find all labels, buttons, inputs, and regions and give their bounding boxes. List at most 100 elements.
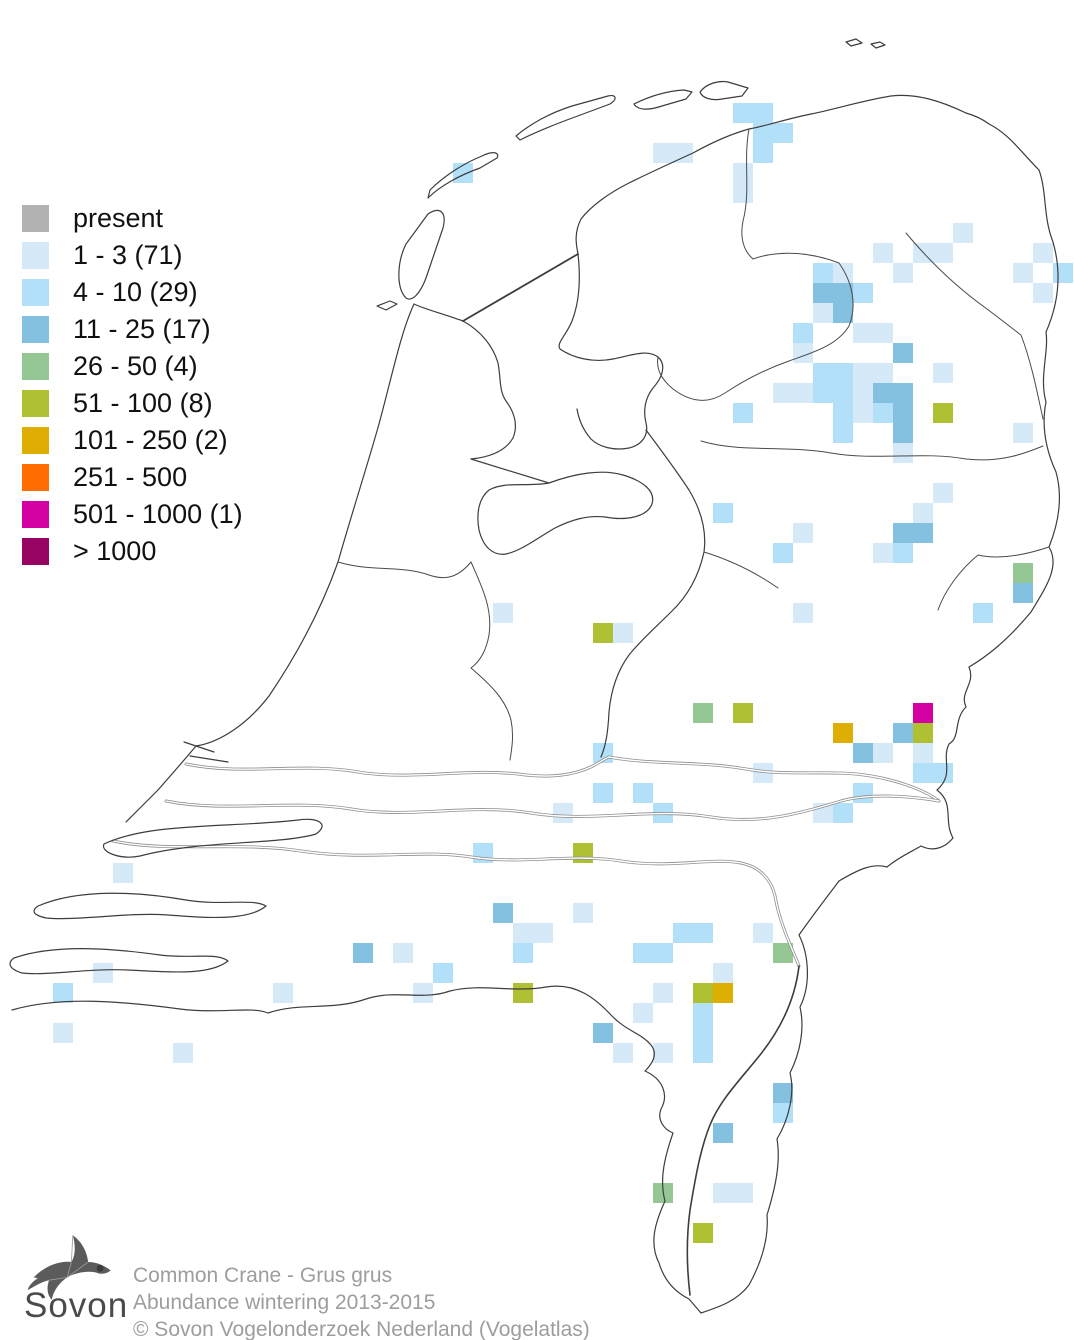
legend-item-c11_25: 11 - 25 (17) (22, 311, 243, 348)
abundance-cell (553, 803, 573, 823)
abundance-cell (933, 763, 953, 783)
legend-label: 501 - 1000 (1) (73, 499, 243, 529)
abundance-cell (853, 323, 873, 343)
abundance-cell (273, 983, 293, 1003)
abundance-cell (753, 923, 773, 943)
border-groningen-drenthe-east (905, 232, 1044, 420)
abundance-cell (873, 403, 893, 423)
legend-item-c501_1000: 501 - 1000 (1) (22, 496, 243, 533)
abundance-cell (593, 623, 613, 643)
coast-to-delta (125, 745, 197, 823)
island-ameland (633, 89, 693, 110)
border-drenthe-west (657, 262, 854, 401)
north-holland-top (413, 303, 464, 322)
north-coast (575, 94, 967, 255)
abundance-cell (1033, 283, 1053, 303)
afsluitdijk (462, 253, 579, 322)
map-caption: Common Crane - Grus grus Abundance winte… (133, 1262, 590, 1340)
legend-label: 26 - 50 (4) (73, 351, 198, 381)
abundance-cell (833, 423, 853, 443)
abundance-cell (693, 1043, 713, 1063)
legend-swatch-c251_500 (22, 464, 49, 491)
abundance-cell (733, 1183, 753, 1203)
border-drenthe-overijssel (700, 440, 1044, 461)
island-vlieland (427, 152, 499, 199)
abundance-cell (793, 603, 813, 623)
abundance-cell (853, 783, 873, 803)
abundance-cell (713, 983, 733, 1003)
abundance-cell (593, 783, 613, 803)
abundance-cell (873, 363, 893, 383)
legend-label: present (73, 203, 164, 233)
river-lek (184, 755, 941, 803)
abundance-cell (753, 103, 773, 123)
legend-label: 251 - 500 (73, 462, 188, 492)
abundance-cell (513, 983, 533, 1003)
abundance-cell (793, 383, 813, 403)
abundance-cell (673, 143, 693, 163)
abundance-cell (1013, 263, 1033, 283)
swallow-icon (28, 1235, 111, 1300)
abundance-cell (773, 543, 793, 563)
abundance-cell (433, 963, 453, 983)
island-noorderhaaks (376, 300, 398, 311)
abundance-cell (633, 783, 653, 803)
legend-label: 101 - 250 (2) (73, 425, 228, 455)
abundance-cell (1053, 263, 1073, 283)
abundance-cell (733, 703, 753, 723)
ijssel-river (600, 429, 706, 758)
abundance-cell (813, 363, 833, 383)
island-terschelling (515, 94, 616, 141)
legend-label: 4 - 10 (29) (73, 277, 198, 307)
abundance-cell (813, 283, 833, 303)
abundance-cell (933, 403, 953, 423)
flevoland (477, 471, 654, 555)
border-holland-utrecht (337, 561, 514, 761)
abundance-cell (813, 303, 833, 323)
abundance-cell (713, 963, 733, 983)
abundance-cell (693, 983, 713, 1003)
legend-swatch-c101_250 (22, 427, 49, 454)
logo-wordmark: Sovon (24, 1286, 129, 1325)
north-holland-east-coast (462, 320, 516, 460)
legend-label: > 1000 (73, 536, 157, 566)
abundance-cell (893, 423, 913, 443)
houtribdijk (470, 458, 550, 484)
abundance-legend: present 1 - 3 (71) 4 - 10 (29) 11 - 25 (17)… (22, 200, 243, 570)
abundance-cell (733, 103, 753, 123)
abundance-cell (893, 263, 913, 283)
island-schiermonnikoog (699, 80, 749, 101)
border-salland (703, 551, 779, 589)
abundance-cell (633, 1003, 653, 1023)
abundance-cell (453, 163, 473, 183)
delta-island-schouwen (33, 892, 267, 920)
abundance-cell (533, 923, 553, 943)
rivers-layer (111, 755, 941, 968)
abundance-cell (973, 603, 993, 623)
east-border (838, 112, 1061, 882)
abundance-cell (513, 943, 533, 963)
abundance-cell (713, 1123, 733, 1143)
abundance-cell (833, 723, 853, 743)
border-twente (937, 546, 1050, 611)
legend-item-present: present (22, 200, 243, 237)
river-waal (164, 794, 941, 822)
abundance-cell (1013, 583, 1033, 603)
legend-swatch-c51_100 (22, 390, 49, 417)
abundance-cell (773, 1083, 793, 1103)
abundance-cell (873, 543, 893, 563)
abundance-cell (833, 283, 853, 303)
island-texel (398, 209, 445, 300)
abundance-cell (853, 283, 873, 303)
legend-item-c4_10: 4 - 10 (29) (22, 274, 243, 311)
legend-item-c251_500: 251 - 500 (22, 459, 243, 496)
abundance-cell (753, 143, 773, 163)
legend-item-c26_50: 26 - 50 (4) (22, 348, 243, 385)
abundance-cell (393, 943, 413, 963)
legend-label: 1 - 3 (71) (73, 240, 183, 270)
abundance-cell (833, 303, 853, 323)
abundance-cell (793, 323, 813, 343)
abundance-cell (873, 323, 893, 343)
